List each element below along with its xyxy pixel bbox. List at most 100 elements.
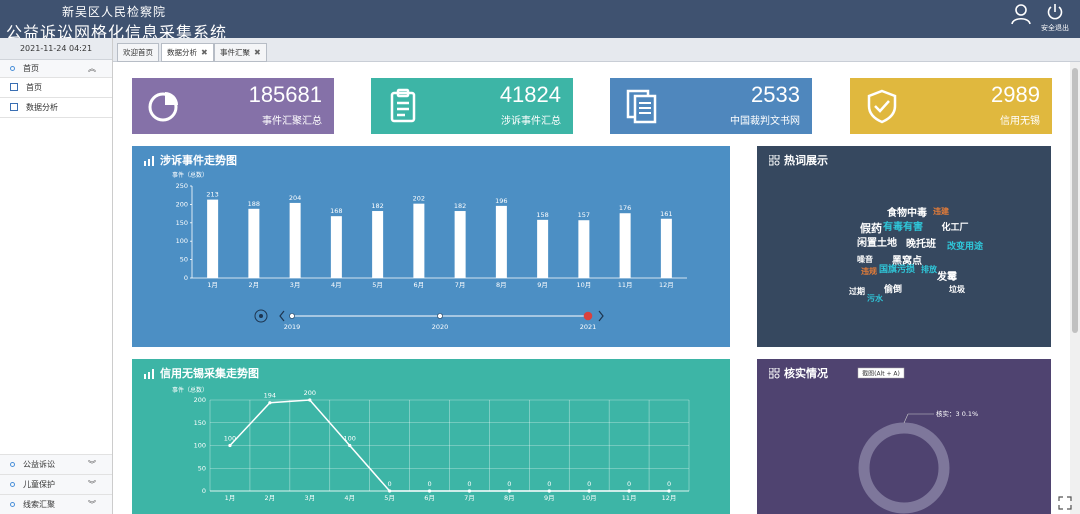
x-tick-label: 8月: [496, 281, 507, 289]
sidebar-section-label: 公益诉讼: [23, 460, 55, 469]
stat-card-court-documents[interactable]: 2533 中国裁判文书网: [610, 78, 812, 134]
user-icon[interactable]: [1010, 3, 1032, 25]
data-label: 0: [667, 480, 671, 488]
scrollbar-thumb[interactable]: [1072, 68, 1078, 333]
vertical-scrollbar[interactable]: [1070, 62, 1080, 514]
logout-button[interactable]: 安全退出: [1038, 3, 1072, 35]
x-tick-label: 4月: [344, 494, 355, 502]
hotword: 有毒有害: [883, 220, 923, 233]
x-tick-label: 7月: [464, 494, 475, 502]
data-point: [348, 443, 352, 448]
data-point: [268, 401, 272, 405]
verification-donut-chart: 核实：3 0.1% 截图(Alt + A): [857, 367, 978, 514]
sidebar-section-home[interactable]: 首页 ︽: [0, 60, 112, 78]
bar-value-label: 188: [248, 200, 260, 208]
x-tick-label: 2月: [265, 494, 276, 502]
hotword: 违规: [861, 266, 877, 276]
chevron-down-icon: ︾: [88, 460, 96, 469]
sidebar-bottom-sections: 公益诉讼 ︾ 儿童保护 ︾ 线索汇聚 ︾: [0, 454, 112, 514]
data-label: 100: [224, 435, 236, 443]
stat-card-credit-wuxi[interactable]: 2989 信用无锡: [850, 78, 1052, 134]
y-tick-label: 150: [176, 219, 188, 227]
timeline-play-dot: [259, 314, 263, 318]
sidebar-section-label: 线索汇聚: [23, 500, 55, 509]
x-tick-label: 9月: [537, 281, 548, 289]
bar: [330, 216, 342, 278]
bar-value-label: 161: [660, 210, 672, 218]
x-tick-label: 9月: [544, 494, 555, 502]
close-icon[interactable]: ✖: [254, 48, 261, 57]
bar-chart-icon: [144, 156, 154, 166]
tab-event-collection[interactable]: 事件汇聚 ✖: [214, 43, 267, 62]
x-tick-label: 3月: [290, 281, 301, 289]
bar: [248, 208, 260, 278]
fullscreen-icon[interactable]: [1058, 496, 1072, 510]
x-tick-label: 4月: [331, 281, 342, 289]
sidebar: 2021-11-24 04:21 首页 ︽ 首页 数据分析 公益诉讼 ︾ 儿童保…: [0, 38, 113, 514]
grid-search-icon: [768, 154, 780, 166]
bullet-icon: [10, 462, 15, 467]
x-tick-label: 11月: [622, 494, 637, 502]
hotword: 食物中毒: [886, 206, 927, 219]
sidebar-section-clue-collection[interactable]: 线索汇聚 ︾: [0, 494, 112, 514]
timeline-point: [437, 313, 443, 319]
slice-label: 核实：3 0.1%: [936, 409, 978, 418]
stat-label: 涉诉事件汇总: [501, 116, 561, 127]
tab-data-analysis[interactable]: 数据分析 ✖: [161, 43, 214, 62]
stat-card-events-total[interactable]: 185681 事件汇聚汇总: [132, 78, 334, 134]
stat-label: 信用无锡: [1000, 116, 1040, 127]
timeline-prev-icon: [279, 310, 285, 322]
y-tick-label: 250: [176, 182, 188, 190]
data-point: [388, 489, 392, 493]
hotword: 偷倒: [884, 283, 902, 295]
hotwords-panel-title: 热词展示: [784, 154, 828, 167]
x-tick-label: 5月: [384, 494, 395, 502]
bar: [660, 218, 672, 278]
tab-welcome[interactable]: 欢迎首页: [117, 43, 159, 62]
timeline-point: [583, 311, 593, 321]
verification-panel: 核实：3 0.1% 截图(Alt + A) 核实情况: [757, 359, 1051, 514]
sidebar-item-label: 数据分析: [26, 103, 58, 112]
bar: [495, 205, 507, 278]
data-label: 0: [507, 480, 511, 488]
hotword: 违建: [933, 206, 950, 216]
credit-panel-title: 信用无锡采集走势图: [160, 367, 259, 380]
sidebar-section-child-protection[interactable]: 儿童保护 ︾: [0, 474, 112, 494]
shield-check-icon: [867, 89, 897, 124]
y-tick-label: 0: [202, 487, 206, 495]
hotword: 发霉: [936, 270, 957, 283]
data-label: 200: [304, 389, 316, 397]
timeline-year-label: 2021: [580, 323, 597, 331]
stat-value: 41824: [499, 82, 561, 107]
sidebar-item-data-analysis[interactable]: 数据分析: [0, 98, 112, 118]
power-icon: [1047, 4, 1063, 20]
hotword: 改变用途: [947, 240, 984, 252]
x-tick-label: 12月: [662, 494, 677, 502]
bar-value-label: 158: [536, 211, 548, 219]
system-title: 公益诉讼网格化信息采集系统: [6, 23, 228, 42]
x-tick-label: 5月: [372, 281, 383, 289]
bar-value-label: 157: [578, 211, 590, 219]
y-tick-label: 50: [198, 464, 206, 472]
x-tick-label: 11月: [618, 281, 633, 289]
data-point: [308, 398, 312, 402]
data-label: 194: [264, 392, 276, 400]
close-icon[interactable]: ✖: [201, 48, 208, 57]
timeline-point: [289, 313, 295, 319]
data-label: 0: [427, 480, 431, 488]
chevron-down-icon: ︾: [88, 500, 96, 509]
bullet-icon: [10, 482, 15, 487]
sidebar-section-public-litigation[interactable]: 公益诉讼 ︾: [0, 454, 112, 474]
bar-value-label: 196: [495, 197, 507, 205]
pie-chart-icon: [148, 92, 178, 122]
sidebar-item-home[interactable]: 首页: [0, 78, 112, 98]
y-axis-label: 事件（总数）: [172, 386, 208, 394]
tab-label: 欢迎首页: [123, 48, 153, 57]
hotword: 过期: [849, 286, 865, 296]
grid-search-icon: [768, 367, 780, 379]
stat-card-lawsuit-total[interactable]: 41824 涉诉事件汇总: [371, 78, 573, 134]
bar: [289, 202, 301, 278]
y-tick-label: 200: [194, 396, 206, 404]
data-point: [507, 489, 511, 493]
